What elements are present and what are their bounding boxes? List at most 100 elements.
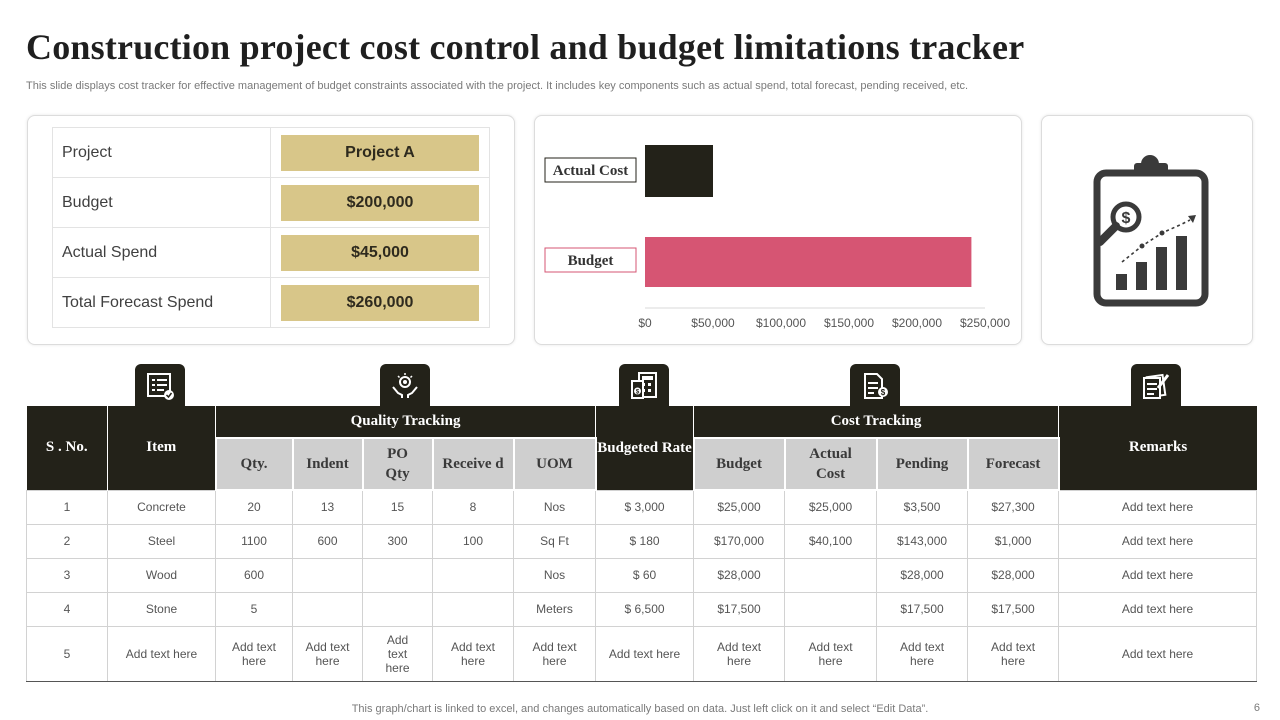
summary-label: Actual Spend [52, 227, 271, 278]
cell-indent [292, 591, 363, 627]
page-number: 6 [1253, 702, 1260, 714]
chart-tick-label: $250,000 [960, 316, 1010, 330]
summary-table: Project Project A Budget $200,000 Actual… [52, 127, 490, 328]
summary-label: Budget [52, 177, 271, 228]
icon-card: $ [1041, 115, 1253, 345]
cell-forecast: Add text here [967, 625, 1060, 682]
page-title: Construction project cost control and bu… [26, 27, 1025, 67]
cell-actual-cost: Add text here [784, 625, 878, 682]
summary-label: Total Forecast Spend [52, 277, 271, 328]
summary-value: Project A [281, 134, 479, 171]
cost-tracking-table: S . No. Item Quality Tracking Budgeted R… [26, 406, 1258, 682]
cell-uom: Nos [512, 557, 597, 593]
chart-category-label: Budget [568, 253, 614, 269]
cell-po-qty: 15 [362, 489, 433, 525]
cell-budgeted-rate: $ 6,500 [595, 591, 695, 627]
header-pending: Pending [875, 437, 969, 491]
header-uom: UOM [512, 437, 597, 491]
svg-text:$: $ [1122, 210, 1131, 227]
cell-received [432, 591, 514, 627]
cell-pending: $28,000 [876, 557, 969, 593]
cell-received: 8 [432, 489, 514, 525]
tab-checklist-icon [135, 364, 185, 408]
summary-row-total-forecast: Total Forecast Spend $260,000 [52, 277, 490, 328]
cell-budgeted-rate: $ 180 [595, 523, 695, 559]
cell-po-qty: 300 [362, 523, 433, 559]
document-edit-icon [1143, 373, 1170, 399]
table-row: 4 Stone 5 Meters $ 6,500 $17,500 $17,500 $17,50… [26, 591, 1258, 627]
cell-remarks: Add text here [1058, 557, 1258, 593]
chart-bar-1 [645, 237, 972, 287]
summary-label: Project [52, 127, 271, 178]
cell-po-qty [362, 557, 433, 593]
cell-item: Steel [107, 523, 216, 559]
header-forecast: Forecast [966, 437, 1060, 491]
cell-remarks: Add text here [1058, 489, 1258, 525]
table-row: 2 Steel 1100 600 300 100 Sq Ft $ 180 $170,000 $40… [26, 523, 1258, 559]
cell-sno: 5 [26, 625, 108, 682]
header-quality-tracking: Quality Tracking [215, 406, 597, 439]
cell-actual-cost: $40,100 [784, 523, 878, 559]
cell-budgeted-rate: Add text here [595, 625, 695, 682]
cell-pending: $143,000 [876, 523, 969, 559]
cell-budget: Add text here [693, 625, 786, 682]
header-actual-cost: Actual Cost [783, 437, 878, 491]
table-row: 1 Concrete 20 13 15 8 Nos $ 3,000 $25,000 $25,000… [26, 489, 1258, 525]
cell-item: Wood [107, 557, 216, 593]
chart-card: Actual Cost Budget $0 $50,000 $100,000 $150,0… [534, 115, 1022, 345]
cell-budgeted-rate: $ 60 [595, 557, 695, 593]
summary-card: Project Project A Budget $200,000 Actual… [27, 115, 515, 345]
page-subtitle: This slide displays cost tracker for eff… [26, 80, 969, 92]
header-cost-tracking: Cost Tracking [693, 406, 1060, 439]
cell-received: 100 [432, 523, 514, 559]
cell-item: Add text here [107, 625, 216, 682]
table-row: 5 Add text here Add text here Add text here… [26, 625, 1258, 682]
chart-bar-0 [645, 145, 713, 197]
header-sno: S . No. [26, 406, 108, 490]
cell-uom: Nos [512, 489, 597, 525]
chart-category-label: Actual Cost [553, 163, 628, 179]
cell-forecast: $28,000 [967, 557, 1060, 593]
cell-item: Stone [107, 591, 216, 627]
cell-qty: 600 [215, 557, 293, 593]
header-remarks: Remarks [1058, 406, 1257, 490]
header-budget: Budget [692, 437, 786, 491]
cell-budgeted-rate: $ 3,000 [595, 489, 695, 525]
cell-qty: 1100 [215, 523, 293, 559]
cell-remarks: Add text here [1058, 523, 1258, 559]
summary-row-actual-spend: Actual Spend $45,000 [52, 227, 490, 278]
cell-budget: $17,500 [693, 591, 786, 627]
header-budgeted-rate: Budgeted Rate [595, 406, 695, 490]
cell-po-qty: Add text here [362, 625, 433, 682]
tab-calculator-icon: $ [619, 364, 669, 408]
cell-qty: Add text here [215, 625, 293, 682]
tab-quality-hands-icon [380, 364, 430, 408]
footer-note: This graph/chart is linked to excel, and… [351, 703, 929, 715]
cell-qty: 5 [215, 591, 293, 627]
chart-tick-label: $50,000 [691, 316, 735, 330]
cell-actual-cost: $25,000 [784, 489, 878, 525]
clipboard-chart-icon: $ [1093, 155, 1209, 307]
header-indent: Indent [291, 437, 364, 491]
chart-category-box [544, 157, 637, 183]
summary-value: $200,000 [281, 184, 479, 221]
cell-pending: $17,500 [876, 591, 969, 627]
cell-indent: 600 [292, 523, 363, 559]
summary-row-project: Project Project A [52, 127, 490, 178]
cell-indent: 13 [292, 489, 363, 525]
cell-received: Add text here [432, 625, 514, 682]
cell-remarks: Add text here [1058, 625, 1258, 682]
cell-item: Concrete [107, 489, 216, 525]
svg-text:$: $ [636, 390, 640, 396]
summary-value: $45,000 [281, 234, 479, 271]
cell-received [432, 557, 514, 593]
cell-sno: 3 [26, 557, 108, 593]
header-received: Receive d [431, 437, 515, 491]
cell-pending: $3,500 [876, 489, 969, 525]
invoice-icon: $ [864, 373, 888, 399]
cell-forecast: $1,000 [967, 523, 1060, 559]
chart-category-box [544, 247, 637, 273]
cell-actual-cost [784, 591, 878, 627]
cell-uom: Add text here [512, 625, 597, 682]
cost-bar-chart: Actual Cost Budget $0 $50,000 $100,000 $150,0… [544, 145, 1010, 330]
